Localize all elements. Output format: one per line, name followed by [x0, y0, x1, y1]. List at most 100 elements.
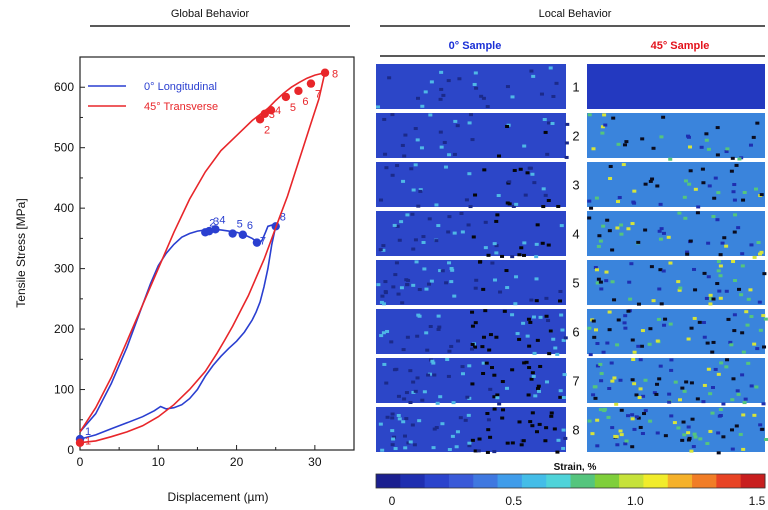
strain-speckle: [504, 269, 509, 273]
strain-speckle: [528, 420, 533, 424]
strain-speckle: [405, 213, 410, 217]
strain-speckle: [444, 281, 449, 285]
strain-speckle: [555, 450, 560, 454]
strain-speckle: [410, 212, 415, 216]
strain-speckle: [740, 264, 745, 268]
strain-speckle: [638, 387, 643, 391]
strain-speckle: [469, 347, 474, 351]
data-point-label: 4: [275, 105, 281, 117]
strain-speckle: [525, 334, 530, 338]
strain-speckle: [598, 239, 603, 243]
strain-speckle: [405, 283, 410, 287]
strain-speckle: [492, 450, 497, 454]
strain-speckle: [657, 229, 662, 233]
strain-speckle: [415, 334, 420, 338]
strain-speckle: [588, 353, 593, 357]
strain-speckle: [558, 395, 563, 399]
strain-speckle: [400, 301, 405, 305]
strain-speckle: [650, 177, 655, 181]
strain-speckle: [451, 401, 456, 405]
strain-speckle: [668, 157, 673, 161]
strain-speckle: [737, 157, 742, 161]
strain-speckle: [725, 358, 730, 362]
strain-speckle: [547, 121, 552, 125]
data-point: [266, 106, 276, 115]
strain-speckle: [719, 361, 724, 365]
strain-speckle: [497, 154, 502, 158]
strain-speckle: [538, 315, 543, 319]
strain-colorbar-ticks: 0 0.5 1.0 1.5: [389, 494, 766, 508]
legend-entry: 45° Transverse: [144, 101, 218, 113]
strain-speckle: [685, 250, 690, 254]
strain-speckle: [701, 181, 706, 185]
strain-speckle: [563, 336, 568, 340]
strain-speckle: [561, 428, 566, 432]
strain-speckle: [591, 147, 596, 151]
data-point: [238, 230, 248, 239]
strain-speckle: [754, 385, 759, 389]
strain-speckle: [718, 296, 723, 300]
strain-speckle: [725, 147, 730, 151]
strain-speckle: [693, 435, 698, 439]
strain-speckle: [379, 300, 384, 304]
strain-speckle: [447, 215, 452, 219]
strain-speckle: [450, 434, 455, 438]
strain-speckle: [403, 133, 408, 137]
strain-speckle: [425, 348, 430, 352]
strain-speckle: [477, 260, 482, 264]
strain-speckle: [426, 282, 431, 286]
strain-speckle: [560, 328, 565, 332]
strain-speckle: [630, 378, 635, 382]
strain-speckle: [608, 177, 613, 181]
strain-speckle: [614, 435, 619, 439]
strain-speckle: [449, 266, 454, 270]
strain-speckle: [474, 278, 479, 282]
strain-speckle: [492, 278, 497, 282]
strain-speckle: [587, 216, 592, 220]
strain-speckle: [604, 270, 609, 274]
strain-speckle: [511, 204, 516, 208]
strain-speckle: [449, 344, 454, 348]
strain-speckle: [627, 280, 632, 284]
strain-speckle: [417, 288, 422, 292]
strain-speckle: [632, 427, 637, 431]
strain-speckle: [593, 265, 598, 269]
strain-speckle: [378, 248, 383, 252]
strain-speckle: [434, 426, 439, 430]
strain-speckle: [712, 196, 717, 200]
strain-speckle: [473, 193, 478, 197]
strain-speckle: [420, 398, 425, 402]
strain-speckle: [459, 212, 464, 216]
strain-speckle: [392, 368, 397, 372]
strain-speckle: [715, 153, 720, 157]
strain-speckle: [455, 124, 460, 128]
strain-speckle: [590, 432, 595, 436]
strain-speckle: [602, 409, 607, 413]
strain-speckle: [507, 202, 512, 206]
strain-speckle: [387, 76, 392, 80]
strain-speckle: [413, 127, 418, 131]
strain-speckle: [466, 223, 471, 227]
strain-speckle: [430, 359, 435, 363]
strain-speckle: [378, 422, 383, 426]
data-point: [211, 225, 220, 234]
strain-speckle: [636, 416, 641, 420]
strain-speckle: [517, 420, 522, 424]
strain-speckle: [700, 167, 705, 171]
strain-speckle: [760, 427, 765, 431]
strain-speckle: [684, 380, 689, 384]
data-point-label: 2: [209, 217, 215, 229]
strain-speckle: [537, 422, 542, 426]
strain-speckle: [436, 327, 441, 331]
strain-speckle: [379, 198, 384, 202]
strain-speckle: [741, 447, 746, 451]
strain-speckle: [731, 190, 736, 194]
strain-speckle: [630, 417, 635, 421]
strain-speckle: [628, 297, 633, 301]
strain-speckle: [716, 372, 721, 376]
strain-speckle: [667, 400, 672, 404]
strain-speckle: [510, 441, 515, 445]
strain-speckle: [713, 176, 718, 180]
strain-speckle: [609, 361, 614, 365]
strain-speckle: [532, 351, 537, 355]
